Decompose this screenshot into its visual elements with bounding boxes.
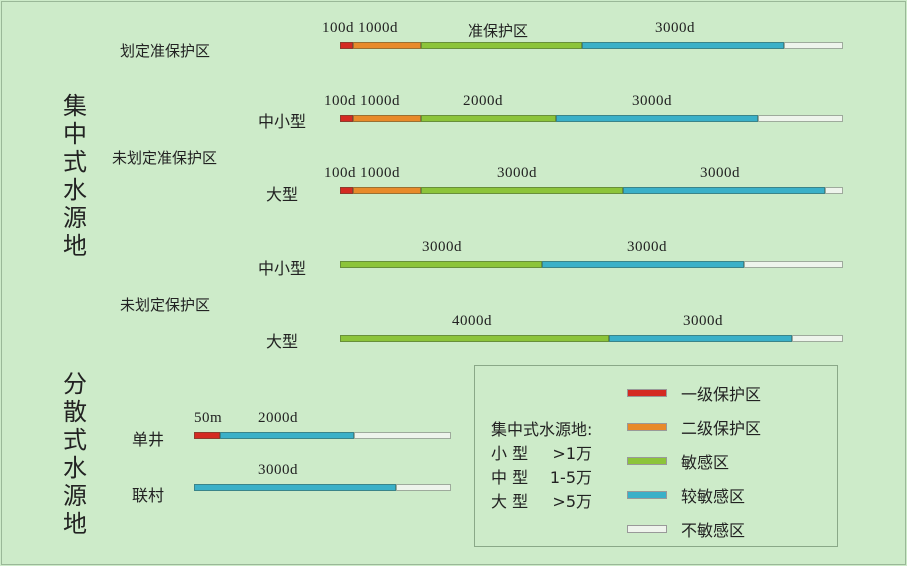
bar-segment-insensitive [744, 261, 843, 268]
segment-label: 3000d [497, 165, 537, 181]
legend-label: 不敏感区 [681, 521, 746, 540]
legend-size-title: 集中式水源地: [491, 420, 593, 439]
bar-segment-insensitive [758, 115, 843, 122]
label-large: 大型 [266, 332, 299, 351]
bar-segment-less-sensitive [542, 261, 744, 268]
bar-segment-sensitive [421, 42, 582, 49]
segment-label: 1000d [360, 165, 400, 181]
bar-segment-insensitive [396, 484, 451, 491]
segment-label: 100d [324, 165, 356, 181]
bar-segment-less-sensitive [556, 115, 758, 122]
legend-label: 一级保护区 [681, 385, 762, 404]
segment-label: 3000d [422, 239, 462, 255]
bar-segment-insensitive [784, 42, 843, 49]
segment-label: 2000d [258, 410, 298, 426]
bar-segment-insensitive [792, 335, 843, 342]
label-delimited: 划定准保护区 [120, 42, 211, 60]
segment-label: 3000d [258, 462, 298, 478]
segment-label: 100d [322, 20, 354, 36]
segment-label: 3000d [683, 313, 723, 329]
bar-segment-less-sensitive [194, 484, 396, 491]
label-village: 联村 [132, 486, 165, 505]
segment-label: 3000d [655, 20, 695, 36]
bar-segment-secondary [353, 42, 421, 49]
bar-segment-insensitive [825, 187, 843, 194]
group-dispersed: 分散式水源地 [63, 370, 87, 538]
bar-segment-less-sensitive [623, 187, 825, 194]
bar-segment-insensitive [354, 432, 451, 439]
legend-label: 敏感区 [681, 453, 730, 472]
legend-swatch [627, 423, 667, 431]
size-range: >1万 [552, 444, 592, 463]
size-range: >5万 [552, 492, 592, 511]
size-name: 小 型 [491, 444, 529, 463]
legend-swatch [627, 491, 667, 499]
size-range: 1-5万 [549, 468, 592, 487]
segment-label: 50m [194, 410, 223, 426]
label-single-well: 单井 [132, 430, 165, 449]
segment-label: 准保护区 [468, 22, 529, 40]
legend-label: 二级保护区 [681, 419, 762, 438]
legend-swatch [627, 457, 667, 465]
segment-label: 2000d [463, 93, 503, 109]
segment-label: 100d [324, 93, 356, 109]
bar-segment-primary [194, 432, 220, 439]
legend: 集中式水源地: 小 型 中 型 大 型 >1万 1-5万 >5万 一级保护区二级… [474, 365, 838, 547]
label-undelimited: 未划定保护区 [120, 296, 211, 314]
legend-swatch [627, 389, 667, 397]
segment-label: 1000d [358, 20, 398, 36]
bar-segment-primary [340, 42, 353, 49]
bar-segment-less-sensitive [609, 335, 792, 342]
bar-segment-primary [340, 187, 353, 194]
bar-segment-secondary [353, 115, 421, 122]
segment-label: 1000d [360, 93, 400, 109]
size-name: 大 型 [491, 492, 529, 511]
bar-segment-sensitive [340, 335, 609, 342]
segment-label: 4000d [452, 313, 492, 329]
bar-segment-sensitive [421, 115, 556, 122]
label-large: 大型 [266, 185, 299, 204]
bar-segment-sensitive [340, 261, 542, 268]
segment-label: 3000d [627, 239, 667, 255]
bar-segment-secondary [353, 187, 421, 194]
label-undelimited-quasi: 未划定准保护区 [112, 149, 218, 167]
size-name: 中 型 [491, 468, 529, 487]
label-small-medium: 中小型 [258, 112, 307, 131]
label-small-medium: 中小型 [258, 259, 307, 278]
bar-segment-sensitive [421, 187, 623, 194]
legend-swatch [627, 525, 667, 533]
segment-label: 3000d [700, 165, 740, 181]
group-centralized: 集中式水源地 [63, 92, 87, 260]
bar-segment-less-sensitive [220, 432, 354, 439]
bar-segment-less-sensitive [582, 42, 784, 49]
legend-label: 较敏感区 [681, 487, 746, 506]
bar-segment-primary [340, 115, 353, 122]
segment-label: 3000d [632, 93, 672, 109]
